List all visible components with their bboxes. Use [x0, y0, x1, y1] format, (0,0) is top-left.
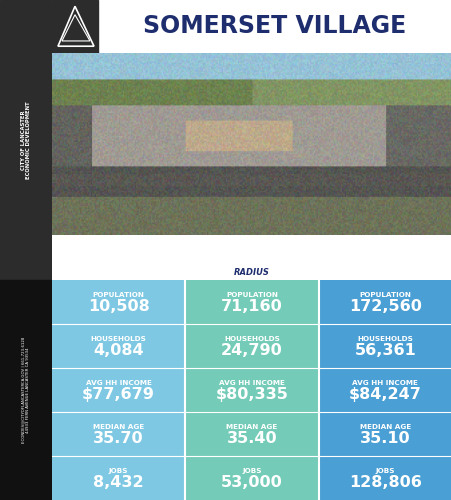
Text: 35.10: 35.10: [359, 431, 410, 446]
Text: 128,806: 128,806: [348, 475, 421, 490]
Bar: [0, 0, 52, 280]
Text: HOUSEHOLDS: HOUSEHOLDS: [91, 336, 146, 342]
Text: 8,432: 8,432: [93, 475, 144, 490]
Text: 56,361: 56,361: [354, 343, 415, 358]
Text: RADIUS: RADIUS: [234, 268, 269, 277]
Text: SOMERSET VILLAGE: SOMERSET VILLAGE: [143, 14, 406, 38]
Text: 24,790: 24,790: [221, 343, 282, 358]
Text: 5 MILE: 5 MILE: [364, 244, 405, 254]
Text: 71,160: 71,160: [221, 299, 282, 314]
Text: ECONDEV@CITYOFLANCASTERCA.GOV | 661-723-6128
44933 FERN AVENUE LANCASTER CA 9353: ECONDEV@CITYOFLANCASTERCA.GOV | 661-723-…: [22, 337, 30, 443]
Bar: [185, 280, 318, 500]
Polygon shape: [62, 14, 90, 41]
Text: 35.40: 35.40: [226, 431, 277, 446]
Bar: [52, 280, 185, 500]
Text: 4,084: 4,084: [93, 343, 144, 358]
Text: AVG HH INCOME: AVG HH INCOME: [219, 380, 284, 386]
Bar: [318, 280, 451, 500]
Bar: [0, 280, 52, 500]
Text: MEDIAN AGE: MEDIAN AGE: [93, 424, 144, 430]
Text: JOBS: JOBS: [109, 468, 128, 473]
Text: HOUSEHOLDS: HOUSEHOLDS: [357, 336, 412, 342]
Text: 10,508: 10,508: [87, 299, 149, 314]
Text: 3 MILE: 3 MILE: [231, 244, 272, 254]
Text: HOUSEHOLDS: HOUSEHOLDS: [224, 336, 279, 342]
Text: JOBS: JOBS: [242, 468, 261, 473]
Text: POPULATION: POPULATION: [359, 292, 410, 298]
Text: 53,000: 53,000: [221, 475, 282, 490]
Text: POPULATION: POPULATION: [92, 292, 144, 298]
Text: $80,335: $80,335: [215, 387, 288, 402]
Text: AVG HH INCOME: AVG HH INCOME: [86, 380, 151, 386]
Bar: [52, 0, 98, 52]
Text: $77,679: $77,679: [82, 387, 155, 402]
Text: CITY OF LANCASTER
ECONOMIC DEVELOPMENT: CITY OF LANCASTER ECONOMIC DEVELOPMENT: [21, 101, 31, 179]
Text: MEDIAN AGE: MEDIAN AGE: [359, 424, 410, 430]
Text: $84,247: $84,247: [348, 387, 421, 402]
Text: POPULATION: POPULATION: [226, 292, 277, 298]
Text: 35.70: 35.70: [93, 431, 144, 446]
Text: MEDIAN AGE: MEDIAN AGE: [226, 424, 277, 430]
Text: JOBS: JOBS: [375, 468, 394, 473]
Text: 1 MILE: 1 MILE: [98, 244, 139, 254]
Text: 172,560: 172,560: [348, 299, 421, 314]
Text: AVG HH INCOME: AVG HH INCOME: [352, 380, 417, 386]
